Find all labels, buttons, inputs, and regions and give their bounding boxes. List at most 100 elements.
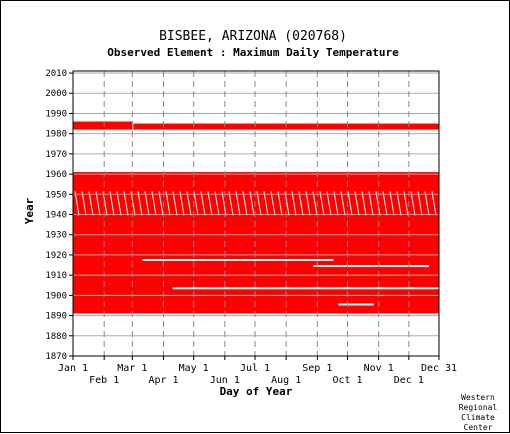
y-tick-label-1990: 1990: [45, 109, 67, 119]
missing-stripe: [277, 191, 283, 216]
missing-stripe: [88, 191, 94, 216]
x-tick-label-upper: Nov 1: [364, 363, 394, 374]
x-tick-label-lower: Jun 1: [210, 375, 240, 386]
x-tick-label-lower: Apr 1: [148, 375, 178, 386]
y-tick-label-1940: 1940: [45, 211, 67, 221]
x-tick-label-upper: Dec 31: [421, 363, 457, 374]
missing-stripe: [165, 191, 171, 216]
missing-stripe: [151, 191, 157, 216]
missing-stripe: [396, 191, 402, 216]
x-tick-label-lower: Aug 1: [271, 375, 301, 386]
missing-row-1914: [313, 265, 429, 268]
missing-stripe: [109, 191, 115, 216]
missing-row-1895: [338, 303, 374, 306]
missing-row-1903: [172, 287, 440, 290]
credit-line-3: Climate: [461, 413, 495, 422]
missing-stripe: [242, 191, 248, 216]
missing-stripe: [207, 191, 213, 216]
missing-stripe: [200, 191, 206, 216]
missing-stripe: [333, 191, 339, 216]
missing-stripe: [249, 191, 255, 216]
data-block-1: [73, 172, 439, 314]
missing-stripe: [172, 191, 178, 216]
y-tick-label-1880: 1880: [45, 332, 67, 342]
credit-line-4: Center: [464, 423, 493, 432]
missing-stripe: [298, 191, 304, 216]
y-tick-label-2000: 2000: [45, 89, 67, 99]
grid-layer: [73, 71, 439, 356]
missing-stripe: [424, 191, 430, 216]
credit-line-2: Regional: [459, 403, 498, 412]
data-block-0-segment-0: [73, 121, 133, 130]
x-tick-label-upper: Mar 1: [117, 363, 147, 374]
missing-stripe: [291, 191, 297, 216]
chart-subtitle: Observed Element : Maximum Daily Tempera…: [107, 46, 399, 59]
missing-stripe: [361, 191, 367, 216]
missing-stripe: [130, 191, 136, 216]
y-tick-label-1920: 1920: [45, 251, 67, 261]
missing-stripe: [179, 191, 185, 216]
missing-stripe: [319, 191, 325, 216]
missing-stripe: [144, 191, 150, 216]
missing-stripe: [221, 191, 227, 216]
x-tick-label-lower: Feb 1: [89, 375, 119, 386]
y-tick-label-1980: 1980: [45, 130, 67, 140]
y-axis-label: Year: [23, 197, 36, 224]
y-tick-label-1910: 1910: [45, 271, 67, 281]
missing-stripe: [193, 191, 199, 216]
missing-stripe: [81, 191, 87, 216]
x-tick-label-lower: Oct 1: [332, 375, 362, 386]
x-tick-label-upper: May 1: [179, 363, 209, 374]
y-tick-label-1950: 1950: [45, 190, 67, 200]
x-tick-label-upper: Jan 1: [58, 363, 88, 374]
missing-stripe: [137, 191, 143, 216]
y-tick-label-2010: 2010: [45, 69, 67, 79]
missing-stripe: [95, 191, 101, 216]
missing-row-1917: [142, 258, 334, 261]
missing-stripe: [256, 191, 262, 216]
missing-stripe: [417, 191, 423, 216]
missing-stripe: [326, 191, 332, 216]
x-tick-label-lower: Dec 1: [394, 375, 424, 386]
plot-border: [72, 70, 440, 357]
missing-stripe: [389, 191, 395, 216]
missing-stripe: [403, 191, 409, 216]
missing-stripe: [102, 191, 108, 216]
missing-stripe: [123, 191, 129, 216]
y-tick-label-1970: 1970: [45, 150, 67, 160]
y-tick-label-1870: 1870: [45, 352, 67, 362]
credit-block: Western Regional Climate Center: [459, 393, 498, 432]
y-tick-label-1890: 1890: [45, 312, 67, 322]
chart-title: BISBEE, ARIZONA (020768): [159, 29, 347, 44]
missing-stripe: [158, 191, 164, 216]
missing-stripe: [74, 191, 80, 216]
credit-line-1: Western: [461, 393, 495, 402]
missing-stripe: [382, 191, 388, 216]
missing-stripe: [228, 191, 234, 216]
missing-stripe: [186, 191, 192, 216]
missing-row-1945: [74, 191, 437, 216]
missing-stripe: [354, 191, 360, 216]
missing-stripe: [340, 191, 346, 216]
missing-stripe: [235, 191, 241, 216]
missing-stripe: [305, 191, 311, 216]
missing-stripe: [270, 191, 276, 216]
x-tick-label-upper: Jul 1: [240, 363, 270, 374]
missing-stripe: [410, 191, 416, 216]
missing-stripe: [375, 191, 381, 216]
missing-stripe: [214, 191, 220, 216]
y-tick-label-1960: 1960: [45, 170, 67, 180]
missing-stripe: [347, 191, 353, 216]
x-tick-label-upper: Sep 1: [302, 363, 332, 374]
tick-layer: 1870 1880 1890 1900 1910 1920 1930 1940 1950 1960…: [45, 69, 457, 386]
missing-stripe: [263, 191, 269, 216]
missing-stripe: [431, 191, 437, 216]
data-layer: [73, 121, 440, 314]
missing-stripe: [368, 191, 374, 216]
y-tick-label-1930: 1930: [45, 231, 67, 241]
missing-stripe: [312, 191, 318, 216]
missing-stripe: [116, 191, 122, 216]
x-axis-label: Day of Year: [220, 385, 293, 398]
